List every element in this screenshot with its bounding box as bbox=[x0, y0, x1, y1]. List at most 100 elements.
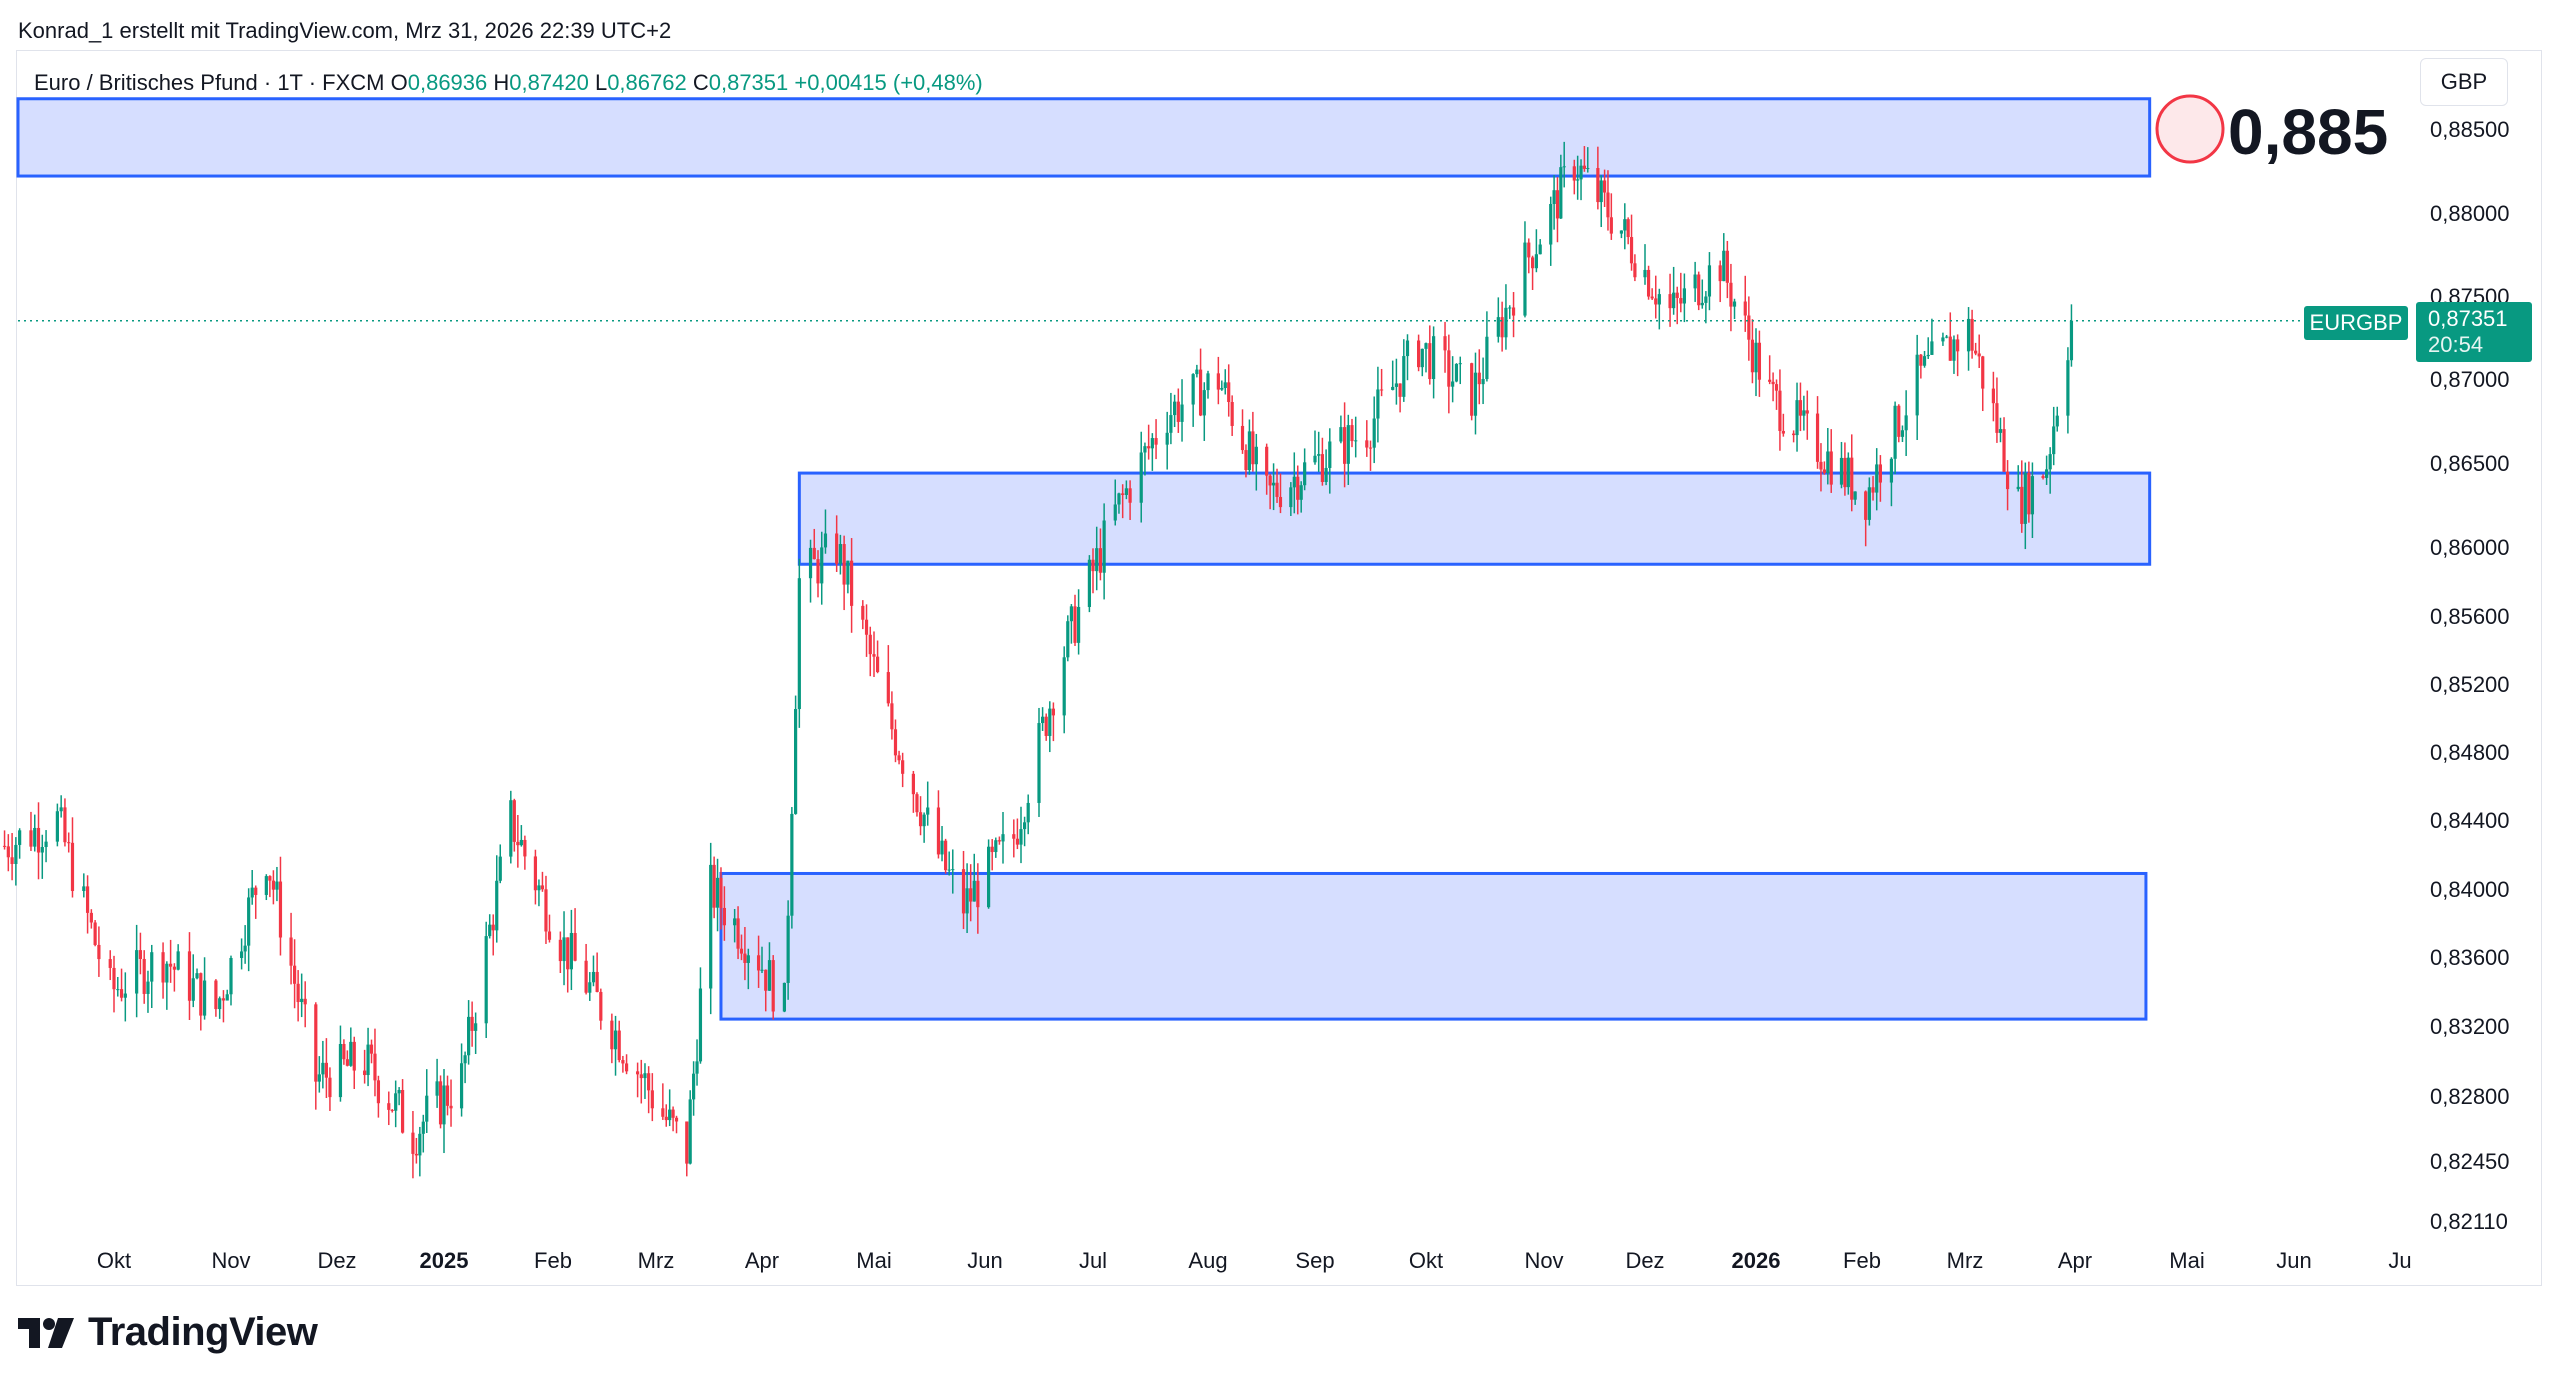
candle[interactable] bbox=[2048, 447, 2052, 494]
candle[interactable] bbox=[373, 1028, 377, 1097]
candle[interactable] bbox=[463, 1051, 467, 1084]
candle[interactable] bbox=[1165, 411, 1169, 470]
candle[interactable] bbox=[1798, 382, 1803, 432]
candle[interactable] bbox=[1124, 480, 1128, 500]
candle[interactable] bbox=[994, 837, 998, 858]
candle[interactable] bbox=[719, 867, 723, 930]
candle[interactable] bbox=[1299, 481, 1303, 513]
candle[interactable] bbox=[643, 1063, 647, 1099]
candle[interactable] bbox=[1289, 482, 1293, 517]
candle[interactable] bbox=[1394, 358, 1398, 405]
candle[interactable] bbox=[135, 924, 139, 1018]
candle[interactable] bbox=[1596, 146, 1600, 210]
candle[interactable] bbox=[1654, 275, 1658, 319]
candle[interactable] bbox=[1802, 395, 1806, 431]
candle[interactable] bbox=[1523, 221, 1527, 318]
candle[interactable] bbox=[123, 972, 127, 1022]
candle[interactable] bbox=[1508, 305, 1512, 319]
candle[interactable] bbox=[1268, 474, 1272, 510]
candle[interactable] bbox=[300, 973, 304, 1018]
candle[interactable] bbox=[972, 853, 976, 902]
candle[interactable] bbox=[470, 1001, 474, 1047]
candle[interactable] bbox=[1707, 252, 1712, 311]
candle[interactable] bbox=[624, 1054, 629, 1075]
candle[interactable] bbox=[1176, 388, 1180, 433]
candle[interactable] bbox=[1073, 594, 1077, 646]
candle[interactable] bbox=[823, 509, 828, 554]
candle[interactable] bbox=[435, 1058, 439, 1108]
candle[interactable] bbox=[2002, 417, 2006, 473]
candle[interactable] bbox=[1048, 701, 1052, 753]
candle[interactable] bbox=[467, 1000, 471, 1065]
candle[interactable] bbox=[890, 691, 894, 740]
candle[interactable] bbox=[1900, 425, 1905, 443]
candle[interactable] bbox=[733, 909, 737, 943]
candle[interactable] bbox=[1771, 372, 1775, 402]
candle[interactable] bbox=[820, 531, 824, 605]
candle[interactable] bbox=[868, 626, 872, 677]
candle[interactable] bbox=[573, 908, 577, 962]
candle[interactable] bbox=[1026, 794, 1030, 835]
candle[interactable] bbox=[195, 968, 199, 980]
candle[interactable] bbox=[990, 839, 994, 871]
candle[interactable] bbox=[1504, 284, 1508, 350]
candle[interactable] bbox=[864, 604, 869, 657]
candle[interactable] bbox=[108, 950, 112, 981]
candle[interactable] bbox=[599, 988, 603, 1030]
candle[interactable] bbox=[850, 538, 854, 633]
candle[interactable] bbox=[1173, 394, 1177, 428]
candle[interactable] bbox=[1451, 356, 1455, 403]
candle[interactable] bbox=[10, 833, 14, 881]
candle[interactable] bbox=[997, 836, 1001, 845]
candle[interactable] bbox=[1945, 334, 1949, 339]
candle[interactable] bbox=[1417, 334, 1421, 372]
candle[interactable] bbox=[1077, 589, 1081, 655]
candle[interactable] bbox=[861, 600, 865, 630]
candle[interactable] bbox=[961, 850, 966, 930]
candle[interactable] bbox=[872, 631, 876, 677]
candle[interactable] bbox=[1143, 442, 1147, 476]
candle[interactable] bbox=[1534, 229, 1538, 273]
candle[interactable] bbox=[55, 803, 59, 847]
candle[interactable] bbox=[1743, 275, 1747, 332]
candle[interactable] bbox=[1941, 332, 1945, 346]
candle[interactable] bbox=[247, 888, 251, 972]
candle[interactable] bbox=[537, 879, 541, 907]
candle[interactable] bbox=[1424, 342, 1428, 373]
candle[interactable] bbox=[1930, 318, 1934, 355]
candle[interactable] bbox=[400, 1079, 405, 1134]
candle[interactable] bbox=[119, 968, 124, 1002]
candle[interactable] bbox=[1473, 352, 1478, 435]
candle[interactable] bbox=[369, 1039, 374, 1064]
candle[interactable] bbox=[191, 954, 195, 1008]
candle[interactable] bbox=[1454, 363, 1459, 383]
candle[interactable] bbox=[342, 1039, 346, 1065]
candle[interactable] bbox=[202, 957, 207, 1020]
candle[interactable] bbox=[661, 1083, 665, 1120]
candle[interactable] bbox=[965, 863, 969, 934]
candle[interactable] bbox=[940, 826, 944, 862]
candle[interactable] bbox=[1970, 309, 1974, 359]
candle[interactable] bbox=[14, 837, 18, 886]
candle[interactable] bbox=[519, 825, 523, 847]
candle[interactable] bbox=[418, 1126, 422, 1177]
candle[interactable] bbox=[987, 839, 991, 909]
candle[interactable] bbox=[569, 909, 573, 991]
candle[interactable] bbox=[459, 1043, 464, 1117]
candle[interactable] bbox=[936, 790, 941, 859]
candle[interactable] bbox=[926, 781, 930, 826]
candle[interactable] bbox=[1230, 395, 1234, 436]
candle[interactable] bbox=[621, 1055, 625, 1073]
candle[interactable] bbox=[314, 1002, 318, 1110]
candle[interactable] bbox=[1897, 404, 1901, 443]
candle[interactable] bbox=[1991, 371, 1995, 422]
candle[interactable] bbox=[1069, 604, 1073, 644]
candle[interactable] bbox=[1579, 159, 1583, 201]
candle[interactable] bbox=[1012, 819, 1016, 858]
candle[interactable] bbox=[1572, 159, 1576, 195]
candle[interactable] bbox=[1650, 288, 1654, 301]
candle[interactable] bbox=[1904, 390, 1908, 456]
candle[interactable] bbox=[296, 970, 300, 1022]
candle[interactable] bbox=[1254, 433, 1258, 491]
candle[interactable] bbox=[29, 811, 33, 852]
